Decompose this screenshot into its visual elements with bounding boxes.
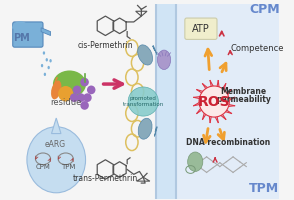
Text: promoted: promoted — [130, 96, 157, 101]
Ellipse shape — [41, 64, 43, 67]
Text: eARG: eARG — [45, 140, 66, 149]
Ellipse shape — [44, 73, 46, 76]
Ellipse shape — [27, 127, 86, 193]
Polygon shape — [51, 118, 61, 134]
Text: TPM: TPM — [61, 164, 75, 170]
Ellipse shape — [73, 86, 81, 94]
Text: TPM: TPM — [249, 182, 279, 195]
FancyBboxPatch shape — [185, 18, 217, 39]
Ellipse shape — [53, 70, 86, 98]
Text: trans-Permethrin: trans-Permethrin — [73, 174, 138, 183]
Ellipse shape — [58, 86, 73, 102]
Ellipse shape — [199, 86, 229, 117]
Ellipse shape — [80, 78, 89, 86]
FancyBboxPatch shape — [13, 22, 43, 47]
Ellipse shape — [48, 66, 50, 69]
Text: Competence: Competence — [230, 44, 284, 53]
Polygon shape — [41, 28, 51, 36]
Text: residue: residue — [51, 98, 82, 107]
Text: transformation: transformation — [123, 102, 164, 107]
FancyBboxPatch shape — [156, 4, 176, 199]
Ellipse shape — [43, 51, 45, 55]
Ellipse shape — [49, 59, 52, 62]
Ellipse shape — [188, 152, 203, 171]
Text: cis-Permethrin: cis-Permethrin — [78, 41, 133, 50]
Text: DNA recombination: DNA recombination — [186, 138, 270, 147]
Polygon shape — [51, 77, 58, 94]
Ellipse shape — [128, 87, 158, 116]
Text: PM: PM — [13, 33, 29, 43]
Ellipse shape — [157, 50, 171, 69]
Text: CPM: CPM — [249, 3, 280, 16]
Ellipse shape — [51, 80, 61, 99]
Text: Membrane: Membrane — [220, 87, 267, 96]
Text: ATP: ATP — [192, 24, 210, 34]
Ellipse shape — [80, 101, 89, 110]
FancyBboxPatch shape — [162, 4, 279, 199]
Text: CPM: CPM — [36, 164, 50, 170]
Ellipse shape — [70, 93, 78, 102]
Ellipse shape — [83, 93, 92, 102]
Ellipse shape — [87, 86, 96, 94]
Text: ROS: ROS — [198, 95, 230, 109]
Text: permeability: permeability — [216, 95, 271, 104]
Ellipse shape — [138, 45, 153, 65]
Ellipse shape — [76, 93, 85, 102]
Ellipse shape — [46, 58, 48, 61]
Ellipse shape — [138, 118, 152, 139]
